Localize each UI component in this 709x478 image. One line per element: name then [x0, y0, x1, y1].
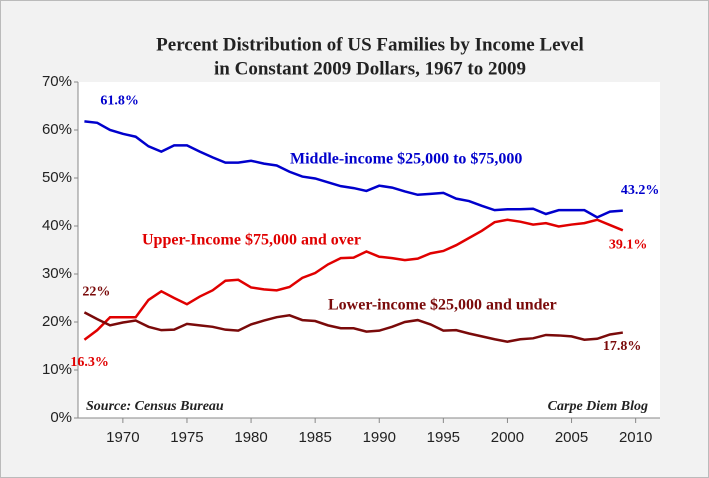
- credit-note: Carpe Diem Blog: [548, 399, 648, 414]
- x-tick-label: 2010: [619, 429, 652, 446]
- x-tick-label: 2000: [491, 429, 524, 446]
- value-label: 16.3%: [70, 355, 109, 370]
- value-label: 39.1%: [609, 238, 648, 253]
- x-tick-label: 1975: [170, 429, 203, 446]
- x-tick-label: 1990: [363, 429, 396, 446]
- y-tick-label: 30%: [42, 265, 72, 282]
- series-line: [83, 218, 624, 341]
- y-tick-label: 10%: [42, 361, 72, 378]
- x-tick-label: 1995: [427, 429, 460, 446]
- series-line: [83, 311, 624, 343]
- y-tick-label: 20%: [42, 313, 72, 330]
- y-tick-label: 70%: [42, 73, 72, 90]
- y-tick-label: 40%: [42, 217, 72, 234]
- y-tick-label: 0%: [50, 409, 72, 426]
- value-label: 61.8%: [100, 94, 139, 109]
- source-note: Source: Census Bureau: [86, 399, 224, 414]
- series-label: Lower-income $25,000 and under: [328, 297, 557, 314]
- y-tick-label: 50%: [42, 169, 72, 186]
- value-label: 43.2%: [621, 183, 660, 198]
- value-label: 22%: [82, 285, 110, 300]
- series-line: [84, 120, 623, 219]
- x-tick-label: 2005: [555, 429, 588, 446]
- plot-area: [78, 82, 660, 418]
- chart-title: Percent Distribution of US Families by I…: [156, 34, 584, 55]
- x-tick-label: 1980: [234, 429, 267, 446]
- series-label: Upper-Income $75,000 and over: [142, 232, 361, 249]
- value-label: 17.8%: [603, 339, 642, 354]
- chart-subtitle: in Constant 2009 Dollars, 1967 to 2009: [214, 58, 526, 79]
- y-tick-label: 60%: [42, 121, 72, 138]
- x-tick-label: 1985: [298, 429, 331, 446]
- series-label: Middle-income $25,000 to $75,000: [290, 151, 522, 168]
- x-tick-label: 1970: [106, 429, 139, 446]
